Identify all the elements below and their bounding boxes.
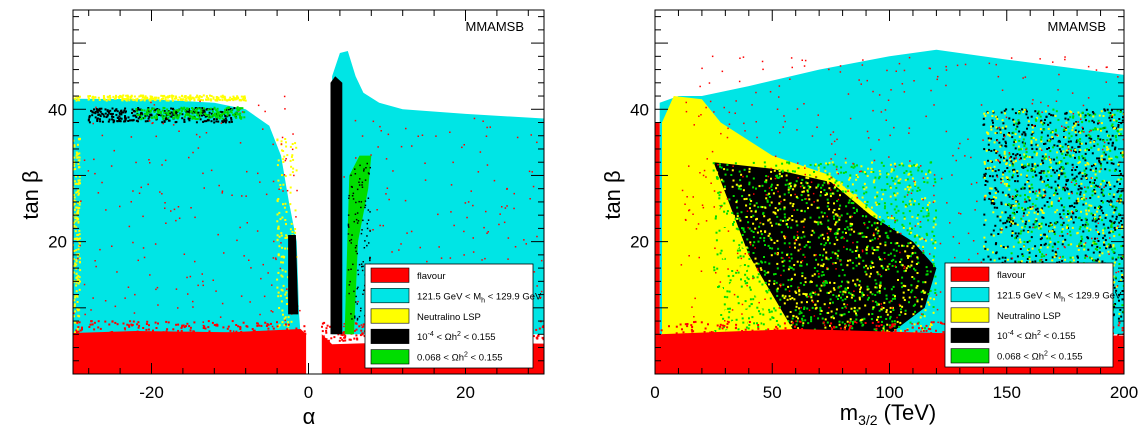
flavour-band-left <box>73 329 307 374</box>
legend-swatch <box>370 288 410 304</box>
left-y-axis-label: tan β <box>18 170 43 219</box>
y-tick-label: 40 <box>630 100 649 119</box>
left-watermark: MMAMSB <box>466 19 525 34</box>
legend-swatch <box>370 328 410 344</box>
legend-swatch <box>950 287 990 303</box>
legend-entry-label: Neutralino LSP <box>997 311 1061 322</box>
legend-entry-label: 0.068 < Ωh2 < 0.155 <box>417 352 503 364</box>
relic-wide-points-near-strip <box>347 162 372 321</box>
x-tick-label: 0 <box>304 383 313 402</box>
x-tick-label: -20 <box>139 383 164 402</box>
right-x-axis-subscript: 3/2 <box>858 412 878 428</box>
legend-swatch <box>950 327 990 343</box>
legend-entry-label: 0.068 < Ωh2 < 0.155 <box>997 351 1083 363</box>
legend-swatch <box>950 266 990 282</box>
legend-swatch <box>370 267 410 283</box>
right-watermark: MMAMSB <box>1048 19 1107 34</box>
legend-swatch <box>950 348 990 364</box>
left-axis-ticks: -20 0 20 20 40 <box>48 10 544 402</box>
legend-entry-label: 10-4 < Ωh2 < 0.155 <box>417 331 496 343</box>
right-y-axis-label: tan β <box>600 170 625 219</box>
left-legend: flavour 121.5 GeV < Mh < 129.9 GeV Neutral… <box>364 263 542 369</box>
legend-entry-label: flavour <box>997 270 1026 281</box>
right-x-axis-unit: (TeV) <box>878 400 937 425</box>
legend-entry-label: 121.5 GeV < Mh < 129.9 GeV <box>997 290 1122 303</box>
right-axis-ticks: 0 50 100 150 200 20 40 <box>630 10 1138 402</box>
legend-entry-label: 10-4 < Ωh2 < 0.155 <box>997 330 1076 342</box>
x-tick-label: 20 <box>456 383 475 402</box>
lsp-points-left-top <box>73 94 247 102</box>
y-tick-label: 40 <box>48 100 67 119</box>
higgs-region-left-lobe <box>73 98 301 335</box>
right-legend: flavour 121.5 GeV < Mh < 129.9 GeV Neutral… <box>944 262 1122 368</box>
left-x-axis-label: α <box>303 404 316 429</box>
legend-entry-label: 121.5 GeV < Mh < 129.9 GeV <box>417 291 542 304</box>
legend-swatch <box>370 349 410 365</box>
legend-entry-label: Neutralino LSP <box>417 312 481 323</box>
x-tick-label: 100 <box>875 383 903 402</box>
right-x-axis-label: m3/2 (TeV) <box>840 400 936 428</box>
relic-narrow-points-top-band <box>135 106 246 121</box>
x-tick-label: 50 <box>763 383 782 402</box>
relic-wide-strip-neg <box>288 235 299 315</box>
left-plot-panel: -20 0 20 20 40 MMAMSB tan β α flavour 121.5 G… <box>18 9 545 429</box>
legend-entry-label: flavour <box>417 271 446 282</box>
x-tick-label: 200 <box>1110 383 1138 402</box>
legend-swatch <box>370 308 410 324</box>
legend-swatch <box>950 307 990 323</box>
higgs-region-right-lobe <box>332 51 544 335</box>
left-plot-data <box>73 51 544 374</box>
x-tick-label: 150 <box>993 383 1021 402</box>
flavour-points-left-scatter <box>73 95 301 335</box>
y-tick-label: 20 <box>48 233 67 252</box>
y-tick-label: 20 <box>630 233 649 252</box>
right-plot-panel: 0 50 100 150 200 20 40 MMAMSB tan β m3/2 (TeV)… <box>600 9 1138 428</box>
x-tick-label: 0 <box>650 383 659 402</box>
relic-wide-strip-pos <box>330 76 343 335</box>
relic-narrow-strip <box>344 155 372 335</box>
